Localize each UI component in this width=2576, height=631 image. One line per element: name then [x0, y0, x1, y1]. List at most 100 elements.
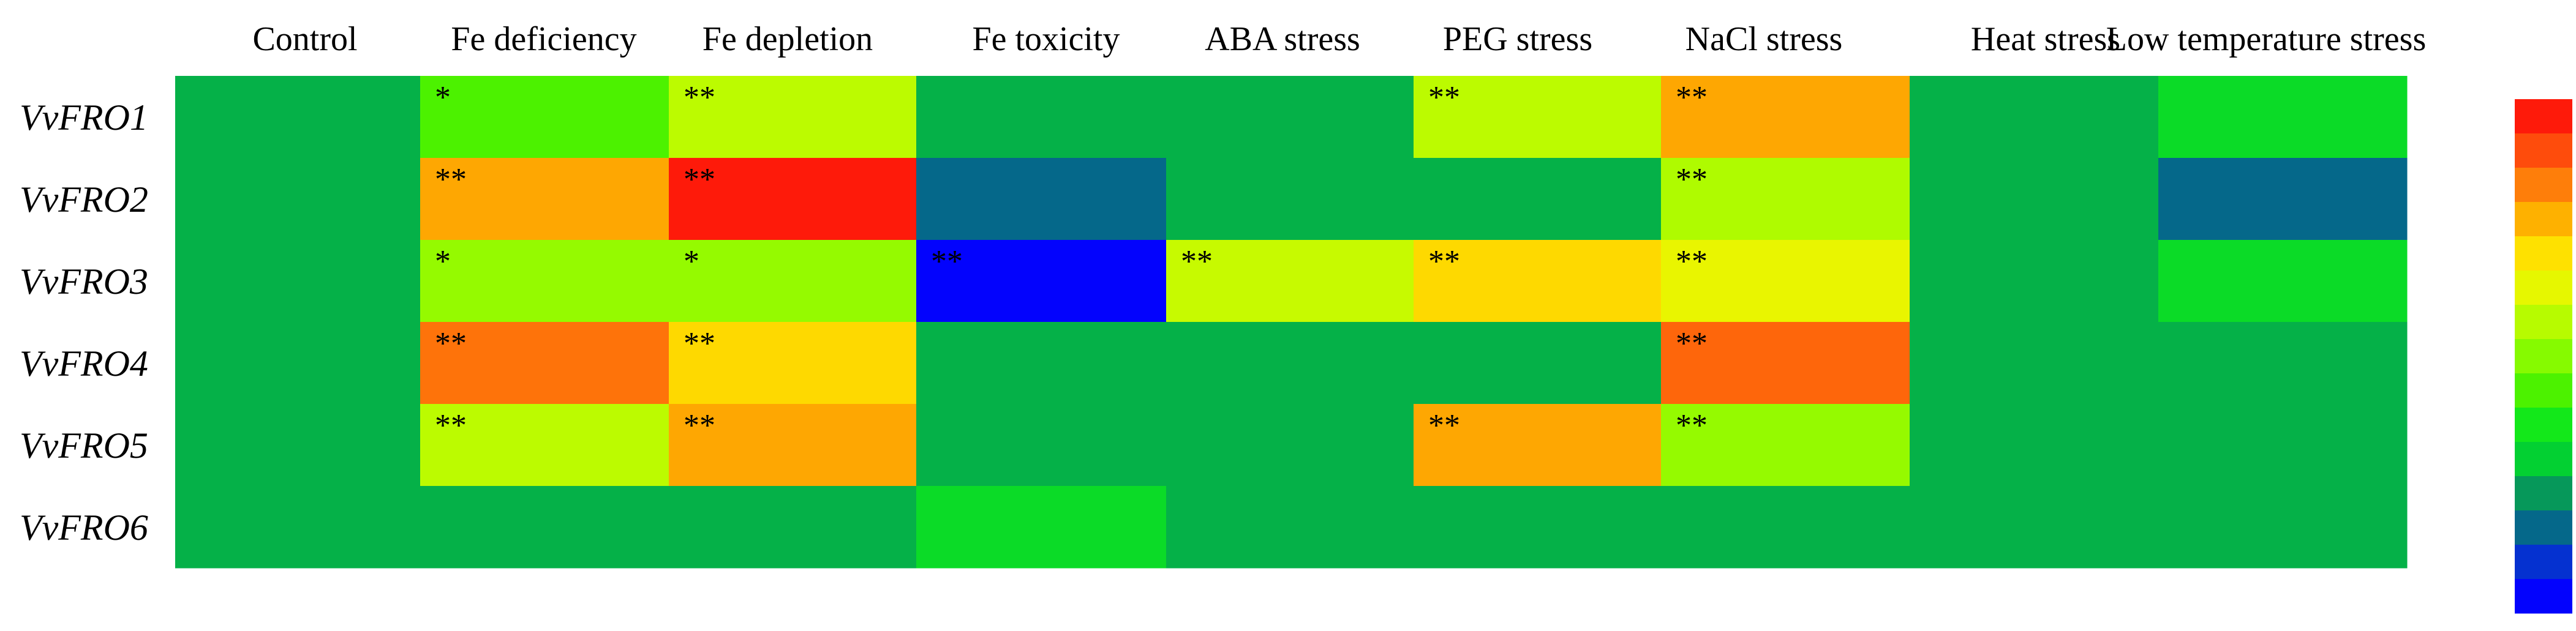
heatmap-cell-vvfro1-peg-stress	[1414, 76, 1662, 159]
heatmap-cell-vvfro5-fe-deficiency	[420, 404, 669, 487]
heatmap-cell-vvfro1-fe-depletion	[669, 76, 917, 159]
heatmap-cell-vvfro5-fe-toxicity	[916, 404, 1167, 487]
legend-swatch-3-05	[2515, 99, 2572, 134]
column-label-control: Control	[252, 20, 357, 58]
significance-mark-vvfro1-fe-depletion: **	[684, 80, 715, 115]
heatmap-cell-vvfro1-heat-stress	[1910, 76, 2159, 159]
heatmap-cell-vvfro5-nacl-stress	[1661, 404, 1910, 487]
heatmap-cell-vvfro5-fe-depletion	[669, 404, 917, 487]
significance-mark-vvfro3-fe-deficiency: *	[435, 244, 451, 279]
legend-swatch-0-72	[2515, 510, 2572, 545]
heatmap-cell-vvfro2-aba-stress	[1166, 158, 1414, 241]
legend-swatch-0-53	[2515, 545, 2572, 580]
heatmap-cell-vvfro5-aba-stress	[1166, 404, 1414, 487]
heatmap-cell-vvfro5-control	[175, 404, 421, 487]
significance-marks: * ** ** **** ** *** * ** ** ** **** ** **** ** ** **	[435, 80, 1708, 443]
heatmap-cell-vvfro3-fe-deficiency	[420, 240, 669, 323]
heatmap-cell-vvfro2-low-temperature-stress	[2158, 158, 2408, 241]
heatmap-cell-vvfro6-aba-stress	[1166, 486, 1414, 569]
significance-mark-vvfro3-nacl-stress: **	[1676, 244, 1708, 279]
legend-swatch-1-11	[2515, 442, 2572, 477]
heatmap-cell-vvfro2-fe-depletion	[669, 158, 917, 241]
column-label-low-temperature-stress: Low temperature stress	[2106, 20, 2426, 58]
significance-mark-vvfro2-fe-deficiency: **	[435, 162, 467, 197]
heatmap-cell-vvfro2-nacl-stress	[1661, 158, 1910, 241]
column-label-heat-stress: Heat stress	[1971, 20, 2120, 58]
color-legend: 3.052.852.662.462.272.081.881.691.501.30…	[2515, 99, 2572, 614]
legend-swatch-2-08	[2515, 271, 2572, 305]
heatmap-cell-vvfro2-control	[175, 158, 421, 241]
heatmap-cell-vvfro3-peg-stress	[1414, 240, 1662, 323]
heatmap-cell-vvfro4-control	[175, 322, 421, 405]
column-label-fe-toxicity: Fe toxicity	[972, 20, 1120, 58]
significance-mark-vvfro3-fe-toxicity: **	[931, 244, 963, 279]
significance-mark-vvfro4-nacl-stress: **	[1676, 326, 1708, 361]
heatmap-cell-vvfro1-control	[175, 76, 421, 159]
significance-mark-vvfro2-fe-depletion: **	[684, 162, 715, 197]
column-label-nacl-stress: NaCl stress	[1685, 20, 1843, 58]
significance-mark-vvfro5-fe-deficiency: **	[435, 408, 467, 443]
heatmap-cell-vvfro3-nacl-stress	[1661, 240, 1910, 323]
heatmap-cell-vvfro4-aba-stress	[1166, 322, 1414, 405]
legend-swatch-0-91	[2515, 476, 2572, 511]
heatmap-cell-vvfro4-fe-depletion	[669, 322, 917, 405]
heatmap-cell-vvfro2-fe-deficiency	[420, 158, 669, 241]
column-label-peg-stress: PEG stress	[1443, 20, 1592, 58]
heatmap-cell-vvfro6-fe-toxicity	[916, 486, 1167, 569]
legend-swatch-2-27	[2515, 236, 2572, 271]
legend-swatch-1-50	[2515, 373, 2572, 408]
heatmap-cell-vvfro3-heat-stress	[1910, 240, 2159, 323]
heatmap-cell-vvfro5-heat-stress	[1910, 404, 2159, 487]
row-label-vvfro6: VvFRO6	[20, 507, 148, 548]
row-label-vvfro1: VvFRO1	[20, 97, 148, 138]
column-label-fe-depletion: Fe depletion	[702, 20, 873, 58]
significance-mark-vvfro5-nacl-stress: **	[1676, 408, 1708, 443]
heatmap-cell-vvfro4-peg-stress	[1414, 322, 1662, 405]
heatmap-cell-vvfro1-aba-stress	[1166, 76, 1414, 159]
legend-swatch-1-69	[2515, 339, 2572, 374]
heatmap-cell-vvfro6-low-temperature-stress	[2158, 486, 2408, 569]
heatmap-cell-vvfro2-heat-stress	[1910, 158, 2159, 241]
heatmap-cell-vvfro1-fe-deficiency	[420, 76, 669, 159]
heatmap-cell-vvfro2-fe-toxicity	[916, 158, 1167, 241]
significance-mark-vvfro3-fe-depletion: *	[684, 244, 699, 279]
significance-mark-vvfro3-aba-stress: **	[1181, 244, 1213, 279]
column-label-aba-stress: ABA stress	[1205, 20, 1360, 58]
row-label-vvfro5: VvFRO5	[20, 425, 148, 466]
heatmap-cell-vvfro6-nacl-stress	[1661, 486, 1910, 569]
heatmap-cell-vvfro6-fe-deficiency	[420, 486, 669, 569]
heatmap-cell-vvfro5-low-temperature-stress	[2158, 404, 2408, 487]
heatmap-cell-vvfro1-fe-toxicity	[916, 76, 1167, 159]
heatmap-cell-vvfro1-nacl-stress	[1661, 76, 1910, 159]
heatmap-cell-vvfro4-fe-toxicity	[916, 322, 1167, 405]
heatmap-cell-vvfro4-heat-stress	[1910, 322, 2159, 405]
row-label-vvfro4: VvFRO4	[20, 343, 148, 384]
legend-swatch-2-66	[2515, 168, 2572, 203]
heatmap-cell-vvfro3-control	[175, 240, 421, 323]
column-labels: Control Fe deficiency Fe depletion Fe toxic…	[252, 20, 2426, 58]
row-label-vvfro2: VvFRO2	[20, 179, 148, 220]
significance-mark-vvfro5-fe-depletion: **	[684, 408, 715, 443]
heatmap-cell-vvfro3-low-temperature-stress	[2158, 240, 2408, 323]
heatmap-cell-vvfro3-fe-toxicity	[916, 240, 1167, 323]
legend-swatch-2-85	[2515, 133, 2572, 168]
significance-mark-vvfro1-peg-stress: **	[1428, 80, 1460, 115]
heatmap-cell-vvfro4-fe-deficiency	[420, 322, 669, 405]
significance-mark-vvfro2-nacl-stress: **	[1676, 162, 1708, 197]
legend-swatch-0-33	[2515, 579, 2572, 614]
significance-mark-vvfro3-peg-stress: **	[1428, 244, 1460, 279]
legend-swatch-2-46	[2515, 202, 2572, 237]
significance-mark-vvfro5-peg-stress: **	[1428, 408, 1460, 443]
heatmap-cell-vvfro2-peg-stress	[1414, 158, 1662, 241]
heatmap-cell-vvfro6-fe-depletion	[669, 486, 917, 569]
heatmap-cell-vvfro6-control	[175, 486, 421, 569]
heatmap-cell-vvfro5-peg-stress	[1414, 404, 1662, 487]
significance-mark-vvfro4-fe-depletion: **	[684, 326, 715, 361]
heatmap-cells	[175, 76, 2408, 569]
significance-mark-vvfro1-fe-deficiency: *	[435, 80, 451, 115]
heatmap-cell-vvfro6-peg-stress	[1414, 486, 1662, 569]
legend-swatch-1-30	[2515, 408, 2572, 442]
heatmap-cell-vvfro3-fe-depletion	[669, 240, 917, 323]
column-label-fe-deficiency: Fe deficiency	[451, 20, 636, 58]
